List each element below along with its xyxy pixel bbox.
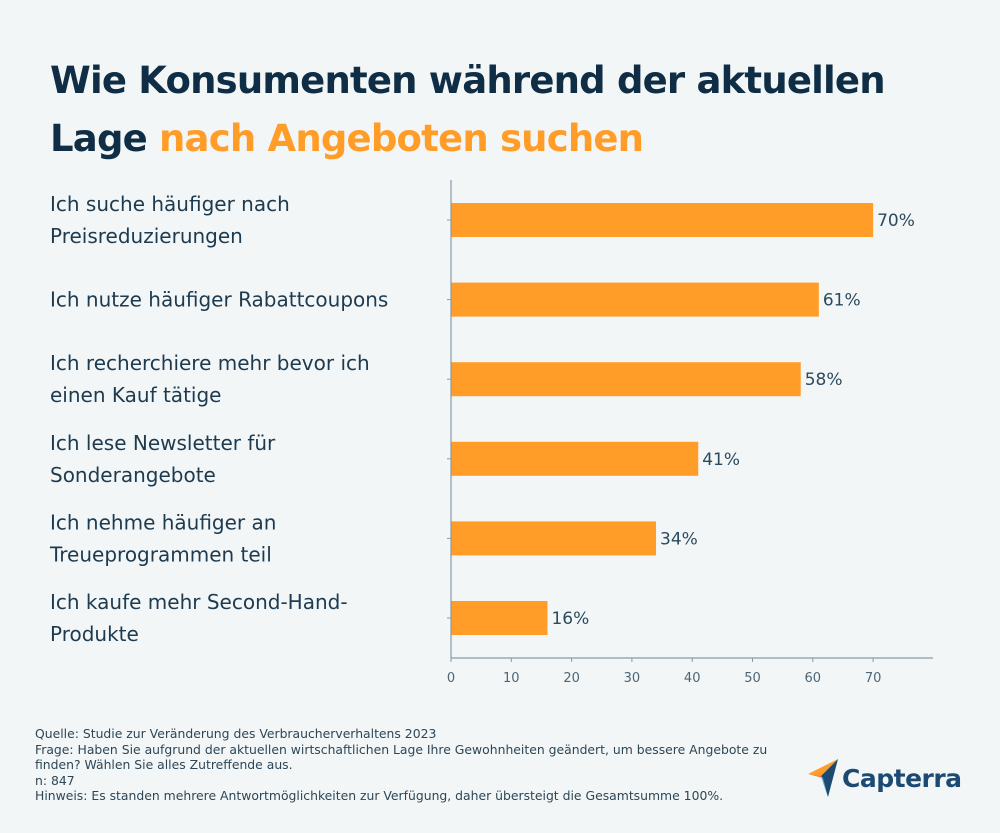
capterra-arrow-icon <box>808 759 838 797</box>
category-label: Treueprogrammen teil <box>49 542 272 566</box>
bar-value-label: 58% <box>805 370 843 390</box>
category-label: einen Kauf tätige <box>50 383 221 407</box>
hint-note: Hinweis: Es standen mehrere Antwortmögli… <box>35 788 724 803</box>
x-tick-label: 0 <box>447 671 455 686</box>
bar <box>451 362 801 397</box>
bar <box>451 441 699 476</box>
x-tick-label: 40 <box>684 671 701 686</box>
category-label: Ich nutze häufiger Rabattcoupons <box>50 288 388 312</box>
category-label: Ich suche häufiger nach <box>50 192 290 216</box>
sample-size-note: n: 847 <box>35 772 75 788</box>
x-tick-label: 50 <box>744 671 761 686</box>
x-tick-label: 60 <box>805 671 822 686</box>
x-tick-label: 20 <box>563 671 580 686</box>
axes-layer: 0 10 20 30 40 50 60 70 <box>447 180 933 686</box>
x-tick-label: 70 <box>865 671 882 686</box>
chart-footer: Quelle: Studie zur Veränderung des Verbr… <box>35 726 795 804</box>
bars-layer: 70% 61% 58% 41% 34% 16% <box>451 203 915 635</box>
category-label: Produkte <box>50 622 139 646</box>
title-line-2-accent: nach Angeboten suchen <box>159 117 644 160</box>
category-labels-layer: Ich suche häufiger nach Preisreduzierunge… <box>49 192 388 646</box>
bar-value-label: 70% <box>877 211 915 231</box>
bar-value-label: 61% <box>823 291 861 311</box>
bar <box>451 203 874 237</box>
bar-value-label: 34% <box>660 529 698 549</box>
bar-chart: 70% 61% 58% 41% 34% 16% Ich suche häufiger na… <box>49 180 933 686</box>
question-note-line-2: finden? Wählen Sie alles Zutreffende aus… <box>35 757 293 772</box>
question-note-line-1: Frage: Haben Sie aufgrund der aktuellen … <box>35 741 768 757</box>
x-tick-label: 10 <box>503 671 520 686</box>
category-label: Preisreduzierungen <box>50 224 243 248</box>
category-label: Ich nehme häufiger an <box>50 510 276 534</box>
capterra-logo-text: Capterra <box>842 763 962 793</box>
title-line-1: Wie Konsumenten während der aktuellen <box>50 59 886 102</box>
bar <box>451 521 657 556</box>
bar-value-label: 16% <box>551 609 589 629</box>
x-tick-label: 30 <box>624 671 641 686</box>
bar-value-label: 41% <box>702 450 740 470</box>
chart-title: Wie Konsumenten während der aktuellen La… <box>50 52 886 168</box>
category-label: Ich recherchiere mehr bevor ich <box>50 351 370 375</box>
title-line-2-prefix: Lage <box>50 117 160 160</box>
category-label: Ich lese Newsletter für <box>50 431 276 455</box>
category-label: Sonderangebote <box>50 463 216 487</box>
bar <box>451 282 819 317</box>
source-note: Quelle: Studie zur Veränderung des Verbr… <box>35 726 437 741</box>
bar <box>451 601 548 635</box>
category-label: Ich kaufe mehr Second-Hand- <box>50 590 348 614</box>
capterra-logo: Capterra <box>806 757 962 799</box>
